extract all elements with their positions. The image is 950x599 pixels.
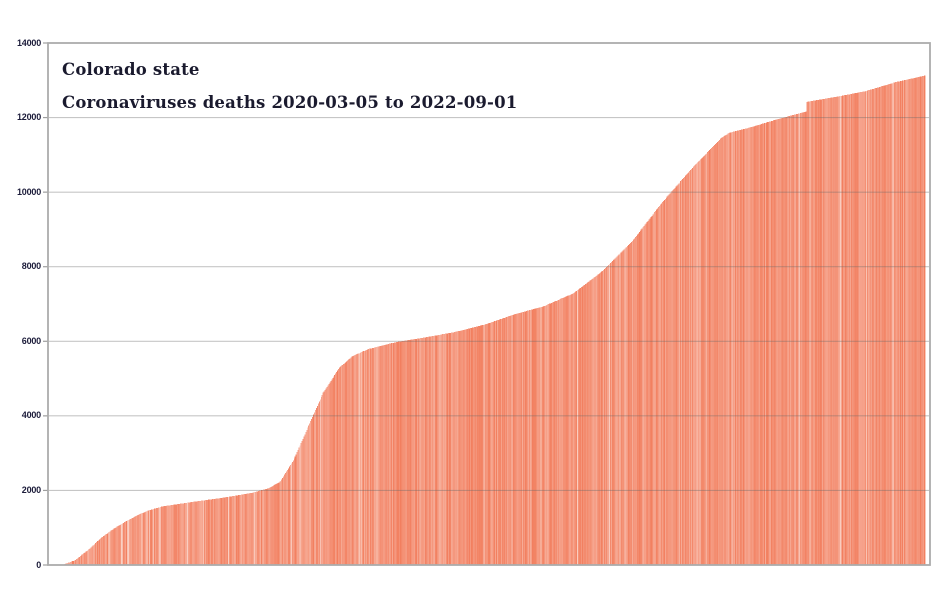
deaths-bars [55,75,927,566]
y-axis-tick-label: 12000 [16,112,41,123]
y-axis-tick-label: 0 [36,559,41,570]
y-axis-tick-label: 2000 [21,484,41,495]
y-axis-tick-label: 8000 [21,261,41,272]
y-axis-tick-label: 14000 [16,37,41,48]
plot-border [47,42,931,566]
gridlines [49,117,929,491]
y-axis-tick-label: 6000 [21,335,41,346]
y-axis-tick-label: 10000 [16,186,41,197]
y-axis-tick-label: 4000 [21,410,41,421]
